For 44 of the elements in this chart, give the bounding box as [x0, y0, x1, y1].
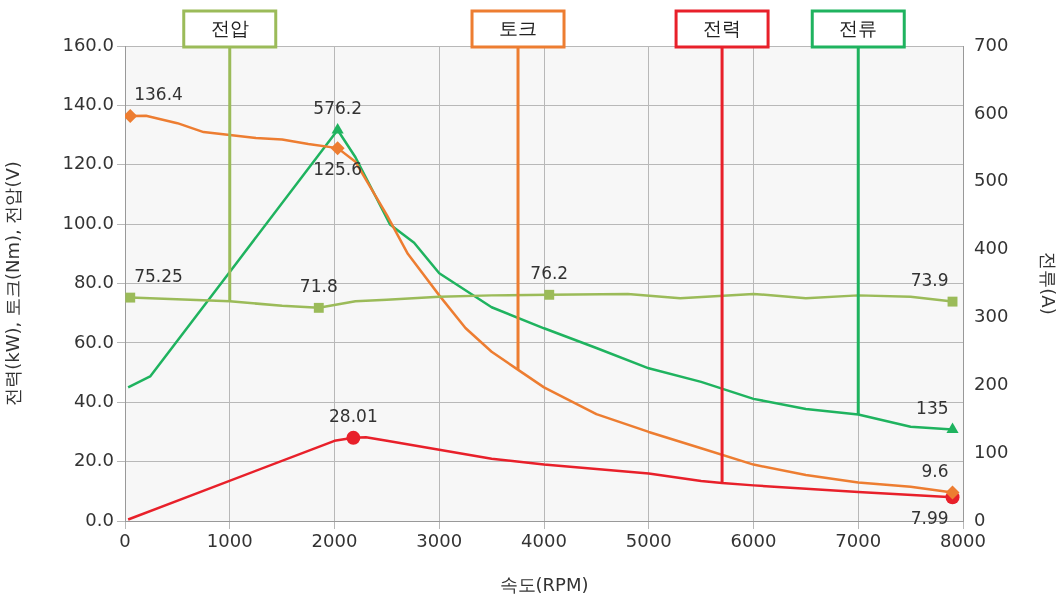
data-label: 75.25	[134, 266, 183, 287]
data-label: 9.6	[921, 460, 949, 481]
y-tick-label: 20.0	[73, 449, 114, 471]
x-tick-label: 6000	[730, 530, 777, 552]
x-tick-label: 1000	[206, 530, 253, 552]
data-label: 73.9	[910, 270, 949, 291]
y2-tick-label: 600	[974, 101, 1009, 123]
x-tick-label: 5000	[625, 530, 672, 552]
data-label: 576.2	[313, 98, 362, 119]
y2-tick-label: 300	[974, 305, 1009, 327]
y-tick-label: 80.0	[73, 271, 114, 293]
y-tick-label: 120.0	[62, 152, 114, 174]
x-axis-title: 속도(RPM)	[499, 573, 589, 595]
y-tick-label: 40.0	[73, 389, 114, 411]
y-tick-label: 140.0	[62, 93, 114, 115]
y2-tick-label: 400	[974, 237, 1009, 259]
x-tick-label: 7000	[835, 530, 882, 552]
x-tick-label: 8000	[940, 530, 986, 552]
text: 전압	[210, 16, 249, 39]
text: 전류	[839, 16, 878, 39]
data-label: 28.01	[329, 406, 378, 427]
y2-tick-label: 700	[974, 33, 1009, 55]
y2-tick-label: 200	[974, 372, 1009, 394]
y2-tick-label: 500	[974, 169, 1009, 191]
text: 전력	[703, 16, 742, 39]
data-label: 71.8	[299, 276, 338, 297]
x-tick-label: 0	[119, 530, 131, 552]
y-tick-label: 160.0	[62, 33, 114, 55]
y2-tick-label: 0	[974, 508, 986, 530]
data-label: 135	[916, 397, 949, 418]
x-tick-label: 2000	[311, 530, 358, 552]
y2-tick-label: 100	[974, 440, 1009, 462]
y-tick-label: 100.0	[62, 211, 114, 233]
text: 토크	[499, 16, 538, 39]
y-tick-label: 0.0	[85, 508, 114, 530]
x-tick-label: 4000	[521, 530, 567, 552]
data-label: 76.2	[530, 263, 569, 284]
y-axis-title: 전력(kW), 토크(Nm), 전압(V)	[2, 161, 24, 406]
data-label: 7.99	[910, 507, 949, 528]
x-tick-label: 3000	[416, 530, 463, 552]
data-label: 125.6	[313, 158, 362, 179]
y2-axis-title: 전류(A)	[1037, 252, 1059, 315]
y-tick-label: 60.0	[73, 330, 114, 352]
data-label: 136.4	[134, 84, 183, 105]
